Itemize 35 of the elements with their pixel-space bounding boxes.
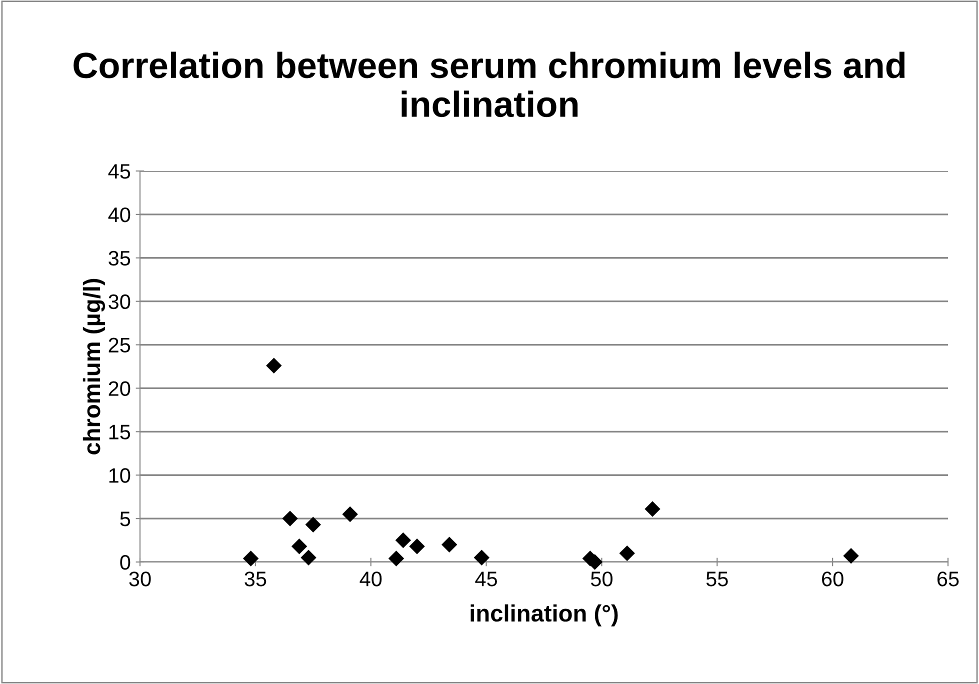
x-axis-title: inclination (°) (470, 604, 618, 626)
x-tick-label: 50 (590, 572, 612, 586)
point (396, 532, 411, 548)
point (282, 510, 298, 526)
y-tick-label: 35 (108, 250, 130, 266)
point (306, 517, 321, 532)
x-tick-label: 40 (360, 572, 382, 586)
point (474, 550, 490, 566)
x-tick-label: 45 (475, 572, 497, 586)
x-tick-label: 60 (822, 572, 844, 586)
y-axis-title: chromium (µg/l) (82, 278, 106, 454)
point (442, 537, 457, 552)
point (243, 550, 258, 566)
point (300, 550, 316, 566)
y-tick-label: 30 (108, 294, 130, 310)
y-tick-label: 25 (108, 338, 130, 353)
point (266, 358, 282, 374)
y-tick-label: 10 (109, 468, 130, 483)
y-tick-label: 15 (109, 424, 130, 440)
point (409, 538, 425, 554)
point (292, 538, 307, 554)
point (342, 506, 358, 522)
chart-title: Correlation between serum chromium levels and inclination (74, 52, 905, 118)
y-tick-label: 0 (120, 555, 130, 570)
x-tick-label: 55 (706, 572, 728, 586)
point (388, 550, 404, 566)
point (843, 548, 859, 564)
y-tick-label: 40 (108, 207, 130, 222)
x-tick-label: 65 (937, 572, 959, 586)
y-tick-label: 5 (120, 512, 130, 526)
y-tick-label: 20 (108, 381, 130, 396)
y-tick-label: 45 (108, 164, 130, 179)
point (620, 546, 635, 561)
x-tick-label: 35 (244, 572, 266, 586)
point (644, 501, 660, 517)
